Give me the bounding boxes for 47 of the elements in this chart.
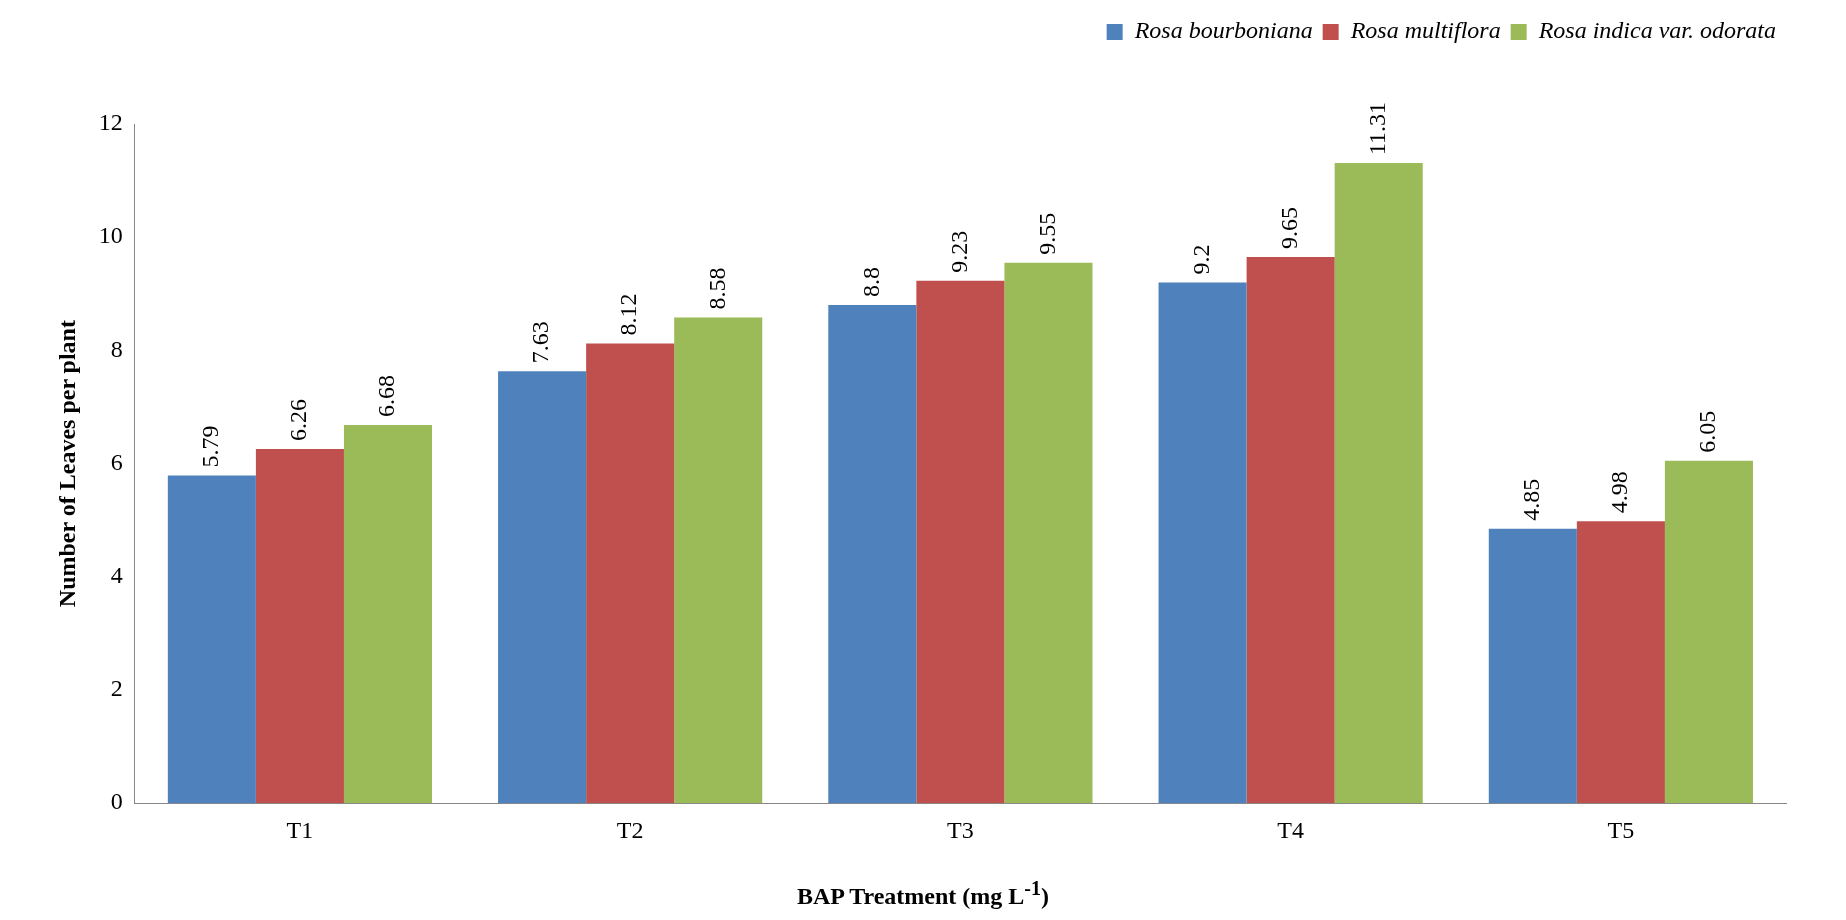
x-tick-label: T3 xyxy=(947,816,974,843)
y-axis-title: Number of Leaves per plant xyxy=(53,320,80,608)
data-label: 8.8 xyxy=(857,267,884,298)
data-label: 4.85 xyxy=(1518,478,1545,521)
x-tick-label: T5 xyxy=(1607,816,1635,843)
bar xyxy=(343,425,433,804)
bar xyxy=(828,305,917,804)
data-label: 6.05 xyxy=(1694,410,1721,453)
bar xyxy=(1488,528,1577,804)
data-label: 8.12 xyxy=(615,293,642,336)
bar xyxy=(1004,262,1093,804)
data-label: 6.68 xyxy=(373,375,400,418)
y-tick-label: 12 xyxy=(98,109,123,136)
x-tick-label: T1 xyxy=(286,816,314,843)
data-label: 9.55 xyxy=(1033,212,1060,255)
y-tick-label: 0 xyxy=(110,788,123,815)
bar xyxy=(498,371,587,804)
bar xyxy=(1664,460,1753,804)
data-label: 4.98 xyxy=(1606,471,1633,514)
bar xyxy=(1246,257,1335,804)
bar xyxy=(674,317,763,804)
x-tick-label: T4 xyxy=(1277,816,1304,843)
x-axis-title: BAP Treatment (mg L$^{-1}$) xyxy=(796,877,1050,910)
y-tick-label: 4 xyxy=(110,562,123,589)
bar xyxy=(586,343,675,804)
data-label: 9.23 xyxy=(945,230,972,273)
y-tick-label: 2 xyxy=(110,675,123,702)
data-label: 9.2 xyxy=(1187,244,1214,275)
data-label: 7.63 xyxy=(527,321,554,364)
data-label: 8.58 xyxy=(703,267,730,310)
data-label: 6.26 xyxy=(285,398,312,441)
x-tick-label: T2 xyxy=(616,816,644,843)
bar xyxy=(255,448,344,804)
y-tick-label: 6 xyxy=(110,448,123,475)
legend-label: Rosa multiflora xyxy=(1349,17,1501,44)
legend-label: Rosa bourboniana xyxy=(1133,17,1313,44)
legend-label: Rosa indica var. odorata xyxy=(1537,17,1776,44)
y-tick-label: 10 xyxy=(98,222,123,249)
bar xyxy=(167,475,256,804)
bar xyxy=(1334,163,1423,804)
bar xyxy=(1576,521,1665,804)
data-label: 9.65 xyxy=(1275,207,1302,250)
bar xyxy=(916,280,1005,804)
data-label: 5.79 xyxy=(197,425,224,468)
data-label: 11.31 xyxy=(1364,101,1390,156)
bar xyxy=(1158,282,1247,804)
y-tick-label: 8 xyxy=(110,335,123,362)
